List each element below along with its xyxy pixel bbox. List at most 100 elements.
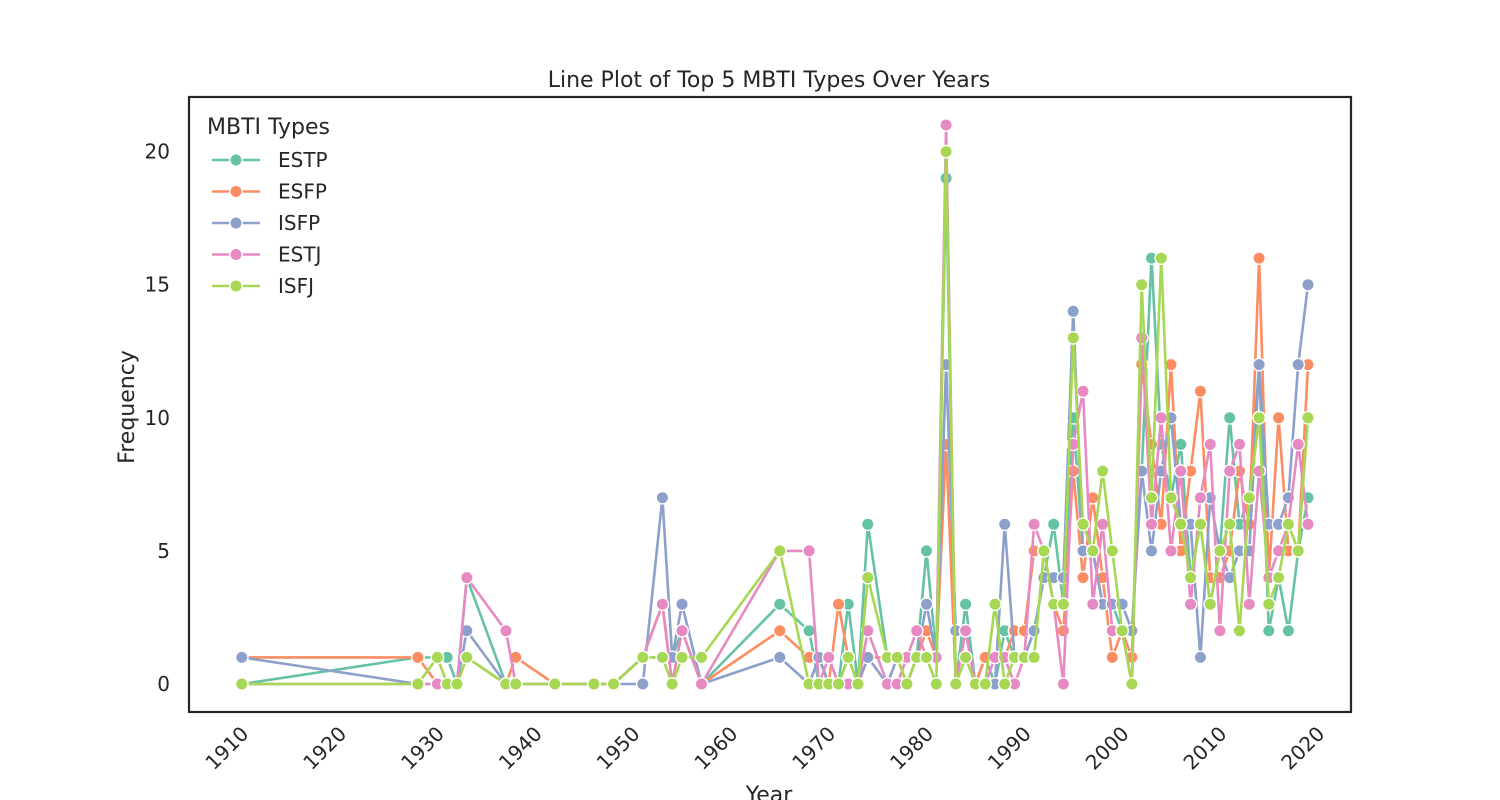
data-point <box>1301 517 1315 532</box>
legend-item-estj: ESTJ <box>212 243 321 267</box>
data-point <box>1291 357 1306 372</box>
data-point <box>694 650 709 665</box>
legend-label: ESTP <box>278 148 328 172</box>
data-point <box>772 544 787 558</box>
legend-item-isfp: ISFP <box>212 211 320 235</box>
data-point <box>498 623 513 638</box>
data-point <box>919 650 934 665</box>
data-point <box>1193 517 1208 532</box>
legend-marker <box>229 279 243 293</box>
data-point <box>655 490 670 505</box>
data-point <box>1115 623 1130 638</box>
y-axis-label: Frequency <box>115 350 140 464</box>
data-point <box>1252 410 1267 425</box>
data-point <box>939 118 953 132</box>
data-point <box>1281 517 1296 532</box>
data-point <box>1056 597 1071 612</box>
legend-item-isfj: ISFJ <box>212 274 314 298</box>
data-point <box>772 597 787 612</box>
data-point <box>1252 251 1267 266</box>
data-point <box>675 623 689 638</box>
data-point <box>958 597 973 612</box>
x-tick-label: 1910 <box>200 722 253 775</box>
data-point <box>410 677 425 691</box>
data-point <box>1164 490 1178 505</box>
data-point <box>635 650 650 665</box>
x-tick-label: 1950 <box>592 722 645 775</box>
data-point <box>988 597 1002 612</box>
data-point <box>1164 544 1178 558</box>
data-point <box>1193 650 1208 665</box>
data-point <box>831 597 846 612</box>
data-point <box>1301 277 1315 292</box>
data-point <box>675 597 689 612</box>
data-point <box>1222 464 1237 478</box>
data-point <box>606 677 621 691</box>
data-point <box>1281 623 1296 638</box>
data-point <box>1242 490 1257 505</box>
data-point <box>410 650 425 665</box>
data-point <box>1291 544 1306 558</box>
data-point <box>958 623 973 638</box>
data-point <box>997 517 1012 532</box>
x-tick-label: 1990 <box>983 722 1036 775</box>
data-point <box>1232 623 1247 638</box>
data-point <box>929 677 944 691</box>
data-point <box>1261 623 1276 638</box>
data-point <box>459 570 474 585</box>
data-point <box>1076 570 1090 585</box>
x-tick-label: 1980 <box>885 722 938 775</box>
data-point <box>860 570 875 585</box>
data-point <box>1291 437 1306 452</box>
data-point <box>508 677 523 691</box>
data-point <box>851 677 865 691</box>
chart-title: Line Plot of Top 5 MBTI Types Over Years <box>548 68 991 93</box>
data-point <box>772 623 787 638</box>
x-tick-label: 2010 <box>1179 722 1232 775</box>
data-point <box>1222 410 1237 425</box>
data-point <box>450 677 464 691</box>
data-point <box>1261 597 1276 612</box>
data-point <box>860 517 875 532</box>
data-point <box>890 650 905 665</box>
data-point <box>675 650 689 665</box>
data-point <box>655 650 670 665</box>
data-point <box>1085 597 1100 612</box>
data-point <box>1134 277 1149 292</box>
data-point <box>1076 517 1090 532</box>
data-point <box>1125 677 1139 691</box>
data-point <box>1085 544 1100 558</box>
y-tick-label: 5 <box>157 539 170 563</box>
data-point <box>1095 517 1110 532</box>
data-point <box>547 677 562 691</box>
legend-title: MBTI Types <box>207 115 330 140</box>
y-tick-label: 10 <box>145 406 170 430</box>
data-point <box>1154 410 1169 425</box>
data-point <box>234 677 249 691</box>
data-point <box>821 650 836 665</box>
data-point <box>1242 597 1257 612</box>
data-point <box>802 544 816 558</box>
data-point <box>1066 304 1081 319</box>
data-point <box>1183 570 1198 585</box>
data-point <box>919 544 934 558</box>
data-point <box>655 597 670 612</box>
data-point <box>1222 517 1237 532</box>
data-point <box>841 650 856 665</box>
data-point <box>1203 597 1218 612</box>
data-point <box>1183 597 1198 612</box>
data-point <box>919 597 934 612</box>
legend-marker <box>229 247 243 262</box>
y-tick-label: 15 <box>145 273 170 297</box>
data-point <box>635 677 650 691</box>
data-point <box>1046 517 1061 532</box>
x-tick-label: 1920 <box>298 722 351 775</box>
data-point <box>1213 544 1227 558</box>
data-point <box>1056 677 1071 691</box>
series-estp <box>234 171 1315 691</box>
x-axis-label: Year <box>745 783 794 800</box>
x-tick-label: 2020 <box>1276 722 1329 775</box>
data-point <box>1144 544 1159 558</box>
legend-label: ISFP <box>278 211 320 235</box>
